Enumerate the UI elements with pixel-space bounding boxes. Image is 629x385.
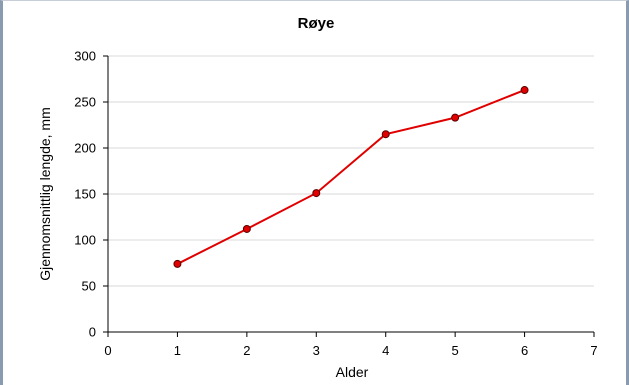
y-tick-label-150: 150 xyxy=(74,187,96,202)
x-tick-labels: 0 1 2 3 4 5 6 7 xyxy=(104,343,597,358)
y-tick-label-200: 200 xyxy=(74,141,96,156)
series-group xyxy=(173,86,529,268)
data-point-2 xyxy=(242,224,251,233)
x-tick-label-0: 0 xyxy=(104,343,111,358)
data-point-4 xyxy=(381,130,390,139)
x-tick-label-7: 7 xyxy=(590,343,597,358)
x-tick-label-3: 3 xyxy=(313,343,320,358)
data-point-6 xyxy=(520,86,529,95)
y-tick-labels: 0 50 100 150 200 250 300 xyxy=(74,49,96,340)
y-tick-label-100: 100 xyxy=(74,233,96,248)
x-tick-label-5: 5 xyxy=(452,343,459,358)
x-tick-label-2: 2 xyxy=(243,343,250,358)
x-tick-label-1: 1 xyxy=(174,343,181,358)
data-point-1 xyxy=(173,259,182,268)
series-line-0 xyxy=(176,89,525,265)
data-point-5 xyxy=(451,113,460,122)
x-axis-label: Alder xyxy=(336,364,369,380)
y-axis-label: Gjennomsnittlig lengde, mm xyxy=(37,107,53,281)
x-tick-label-6: 6 xyxy=(521,343,528,358)
axes xyxy=(103,55,595,337)
y-tick-label-300: 300 xyxy=(74,49,96,64)
chart-title: Røye xyxy=(298,15,335,32)
y-tick-label-0: 0 xyxy=(89,325,96,340)
x-tick-label-4: 4 xyxy=(382,343,389,358)
data-point-3 xyxy=(312,189,321,198)
y-tick-label-50: 50 xyxy=(82,279,96,294)
gridlines xyxy=(108,55,594,287)
y-tick-label-250: 250 xyxy=(74,95,96,110)
